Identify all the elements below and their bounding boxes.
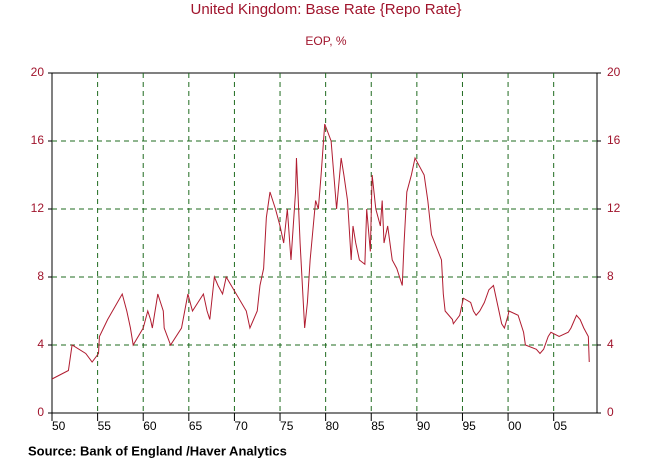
chart-title: United Kingdom: Base Rate {Repo Rate} bbox=[190, 1, 461, 18]
y-tick-label: 16 bbox=[31, 133, 45, 147]
y-tick-label: 20 bbox=[31, 65, 45, 79]
x-tick-label: 00 bbox=[508, 419, 522, 433]
x-tick-label: 85 bbox=[371, 419, 385, 433]
y2-tick-label: 20 bbox=[607, 65, 621, 79]
y2-tick-label: 8 bbox=[607, 269, 614, 283]
data-line bbox=[51, 123, 590, 380]
y-tick-label: 8 bbox=[37, 269, 44, 283]
x-tick-label: 75 bbox=[280, 419, 294, 433]
x-tick-label: 95 bbox=[462, 419, 476, 433]
y2-tick-label: 4 bbox=[607, 337, 614, 351]
chart-subtitle: EOP, % bbox=[305, 34, 346, 48]
x-tick-label: 65 bbox=[189, 419, 203, 433]
x-tick-label: 05 bbox=[554, 419, 568, 433]
y2-tick-label: 16 bbox=[607, 133, 621, 147]
y-tick-label: 4 bbox=[37, 337, 44, 351]
x-tick-label: 70 bbox=[234, 419, 248, 433]
y-tick-label: 12 bbox=[31, 201, 45, 215]
y2-tick-label: 0 bbox=[607, 405, 614, 419]
x-tick-label: 60 bbox=[143, 419, 157, 433]
plot-frame bbox=[51, 72, 598, 414]
y2-tick-label: 12 bbox=[607, 201, 621, 215]
x-tick-label: 55 bbox=[98, 419, 112, 433]
x-tick-label: 50 bbox=[52, 419, 66, 433]
x-tick-label: 90 bbox=[417, 419, 431, 433]
x-tick-label: 80 bbox=[326, 419, 340, 433]
y-tick-label: 0 bbox=[37, 405, 44, 419]
source-note: Source: Bank of England /Haver Analytics bbox=[28, 443, 287, 458]
